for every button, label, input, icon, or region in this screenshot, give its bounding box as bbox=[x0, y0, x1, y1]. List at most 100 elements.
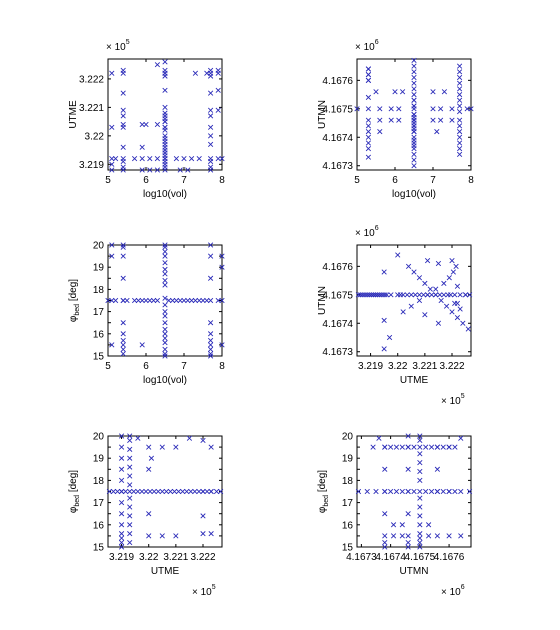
data-point bbox=[131, 488, 137, 495]
x-tick-label: 8 bbox=[468, 175, 474, 186]
data-point bbox=[416, 275, 423, 281]
data-point bbox=[120, 158, 126, 165]
data-point bbox=[454, 300, 461, 306]
y-exponent: × 106 bbox=[355, 225, 379, 239]
data-point bbox=[154, 155, 161, 162]
data-point bbox=[162, 320, 168, 326]
data-point bbox=[456, 123, 463, 129]
x-tick-label: 5 bbox=[354, 175, 360, 186]
y-exponent: × 105 bbox=[106, 39, 130, 53]
data-point bbox=[438, 297, 444, 304]
data-point bbox=[208, 531, 214, 537]
data-point bbox=[120, 275, 126, 281]
data-point bbox=[173, 297, 180, 304]
data-point bbox=[434, 488, 441, 495]
data-point bbox=[169, 297, 176, 304]
data-point bbox=[118, 522, 125, 528]
data-point bbox=[171, 488, 178, 495]
data-point bbox=[162, 326, 168, 332]
data-point bbox=[411, 80, 417, 86]
data-point bbox=[139, 488, 145, 495]
y-tick-label: 16 bbox=[342, 520, 354, 531]
x-tick-label: 3.222 bbox=[439, 361, 464, 372]
data-point bbox=[357, 292, 363, 298]
data-point bbox=[428, 488, 435, 495]
data-point bbox=[120, 244, 126, 250]
data-point bbox=[139, 342, 145, 348]
data-point bbox=[177, 297, 183, 304]
data-point bbox=[365, 66, 372, 72]
data-point bbox=[120, 346, 126, 352]
data-point bbox=[192, 70, 199, 76]
data-point bbox=[400, 309, 406, 315]
data-point bbox=[162, 167, 168, 173]
data-point bbox=[109, 242, 115, 248]
y-axis-label: UTME bbox=[68, 100, 79, 129]
x-exponent: × 105 bbox=[192, 584, 216, 598]
data-point bbox=[377, 128, 383, 135]
scatter-panel-4: 3.219 3.22 3.221 3.222 4.1673 4.1674 4.1675 4.1… bbox=[317, 225, 473, 407]
data-point bbox=[456, 91, 463, 98]
data-point bbox=[143, 488, 149, 495]
data-point bbox=[131, 155, 138, 162]
data-point bbox=[411, 128, 417, 135]
data-point bbox=[399, 522, 405, 528]
scatter-panel-1: 5 6 7 8 3.219 3.22 3.221 3.222 log10(vol) UTME × 1… bbox=[68, 39, 225, 200]
data-point bbox=[162, 331, 168, 337]
y-tick-label: 18 bbox=[93, 285, 105, 296]
data-point bbox=[393, 444, 400, 450]
data-point bbox=[147, 297, 153, 304]
data-point bbox=[162, 155, 168, 162]
data-point bbox=[148, 455, 155, 461]
data-point bbox=[147, 167, 153, 173]
data-point bbox=[207, 346, 214, 352]
data-point bbox=[162, 302, 168, 308]
data-point bbox=[456, 74, 463, 81]
data-point bbox=[449, 309, 455, 315]
data-point bbox=[411, 111, 417, 118]
data-point bbox=[207, 297, 214, 304]
data-point bbox=[185, 297, 191, 304]
x-tick-label: 3.219 bbox=[358, 361, 383, 372]
data-point bbox=[417, 495, 423, 501]
data-point bbox=[434, 444, 441, 450]
data-point bbox=[365, 140, 372, 146]
data-point bbox=[382, 466, 388, 472]
data-point bbox=[135, 488, 141, 495]
data-point bbox=[180, 488, 186, 495]
data-point bbox=[127, 433, 133, 439]
data-point bbox=[365, 134, 372, 140]
data-point bbox=[434, 128, 440, 135]
data-point bbox=[417, 544, 423, 550]
data-point bbox=[468, 106, 474, 112]
data-point bbox=[109, 253, 115, 259]
data-point bbox=[154, 62, 161, 68]
data-point bbox=[464, 106, 470, 112]
data-point bbox=[456, 103, 463, 109]
data-point bbox=[207, 320, 214, 326]
data-point bbox=[200, 513, 206, 519]
data-point bbox=[388, 106, 394, 112]
data-point bbox=[109, 155, 115, 162]
data-point bbox=[454, 283, 461, 289]
data-point bbox=[118, 477, 125, 484]
data-point bbox=[112, 297, 119, 304]
data-point bbox=[207, 275, 214, 281]
data-point bbox=[435, 320, 442, 326]
data-point bbox=[417, 488, 423, 495]
data-point bbox=[162, 87, 168, 93]
data-point bbox=[434, 466, 441, 472]
data-point bbox=[417, 531, 423, 537]
data-point bbox=[456, 97, 463, 103]
data-point bbox=[213, 488, 220, 495]
data-point bbox=[388, 117, 394, 123]
data-point bbox=[365, 292, 371, 298]
data-point bbox=[411, 123, 417, 129]
data-point bbox=[374, 292, 380, 298]
data-point bbox=[408, 292, 414, 298]
data-point bbox=[384, 292, 390, 298]
data-point bbox=[354, 106, 360, 112]
y-tick-label: 3.219 bbox=[79, 160, 104, 171]
data-point bbox=[207, 353, 214, 359]
data-point bbox=[376, 435, 382, 441]
